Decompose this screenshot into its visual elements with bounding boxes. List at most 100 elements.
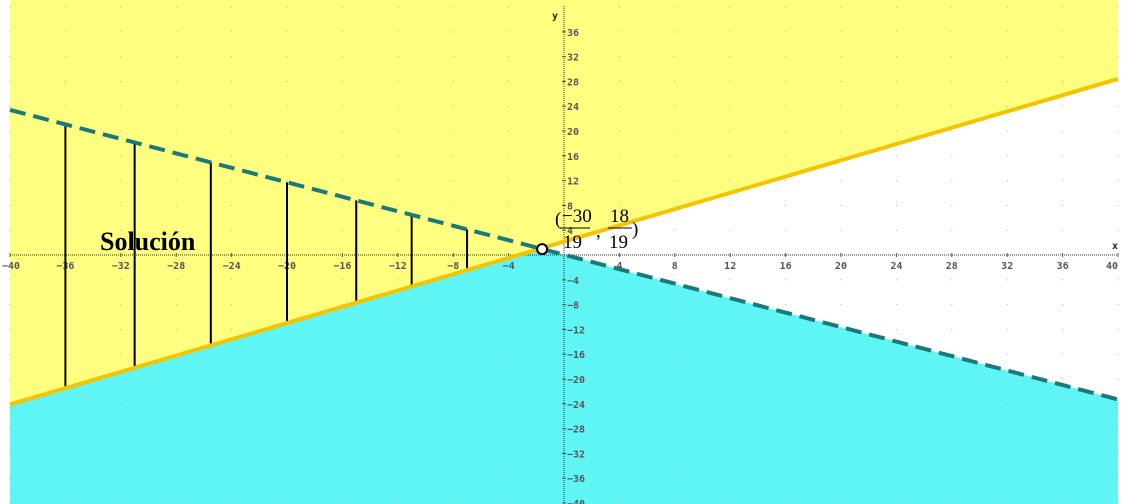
grid-dot	[951, 477, 953, 479]
grid-dot	[1062, 304, 1064, 306]
grid-dot	[895, 6, 897, 8]
grid-dot	[452, 353, 454, 355]
x-tick-label: −28	[167, 261, 185, 272]
grid-dot	[231, 353, 233, 355]
grid-dot	[231, 56, 233, 58]
point-label-y-numerator: 18	[610, 206, 629, 227]
grid-dot	[397, 452, 399, 454]
grid-dot	[175, 304, 177, 306]
intersection-point-label: ( −30 19 , 18 19 )	[555, 206, 638, 253]
grid-dot	[508, 155, 510, 157]
grid-dot	[618, 204, 620, 206]
grid-dot	[397, 31, 399, 33]
grid-dot	[785, 279, 787, 281]
grid-dot	[286, 477, 288, 479]
grid-dot	[120, 428, 122, 430]
grid-dot	[1062, 328, 1064, 330]
grid-dot	[840, 31, 842, 33]
grid-dot	[175, 428, 177, 430]
x-tick-label: 20	[835, 261, 847, 272]
grid-dot	[508, 80, 510, 82]
grid-dot	[1062, 80, 1064, 82]
grid-dot	[452, 304, 454, 306]
grid-dot	[840, 130, 842, 132]
x-tick-label: −8	[447, 261, 459, 272]
grid-dot	[341, 130, 343, 132]
grid-dot	[175, 105, 177, 107]
grid-dot	[840, 304, 842, 306]
grid-dot	[120, 6, 122, 8]
grid-dot	[175, 279, 177, 281]
grid-dot	[895, 204, 897, 206]
grid-dot	[286, 353, 288, 355]
grid-dot	[840, 452, 842, 454]
grid-dot	[785, 328, 787, 330]
y-tick-label: 8	[567, 201, 573, 212]
grid-dot	[1117, 378, 1119, 380]
grid-dot	[1006, 6, 1008, 8]
grid-dot	[729, 378, 731, 380]
grid-dot	[231, 403, 233, 405]
grid-dot	[231, 180, 233, 182]
grid-dot	[1117, 353, 1119, 355]
grid-dot	[618, 428, 620, 430]
grid-dot	[286, 6, 288, 8]
grid-dot	[674, 452, 676, 454]
grid-dot	[397, 105, 399, 107]
grid-dot	[785, 130, 787, 132]
grid-dot	[785, 452, 787, 454]
grid-dot	[729, 180, 731, 182]
grid-dot	[951, 105, 953, 107]
grid-dot	[618, 279, 620, 281]
grid-dot	[1062, 155, 1064, 157]
grid-dot	[895, 378, 897, 380]
grid-dot	[785, 31, 787, 33]
grid-dot	[840, 279, 842, 281]
grid-dot	[895, 130, 897, 132]
grid-dot	[452, 56, 454, 58]
grid-dot	[64, 6, 66, 8]
grid-dot	[286, 378, 288, 380]
grid-dot	[674, 204, 676, 206]
grid-dot	[508, 204, 510, 206]
grid-dot	[785, 403, 787, 405]
grid-dot	[618, 180, 620, 182]
grid-dot	[9, 428, 11, 430]
grid-dot	[64, 105, 66, 107]
grid-dot	[674, 428, 676, 430]
grid-dot	[508, 6, 510, 8]
grid-dot	[674, 403, 676, 405]
grid-dot	[674, 502, 676, 504]
grid-dot	[1062, 180, 1064, 182]
grid-dot	[674, 180, 676, 182]
grid-dot	[1006, 279, 1008, 281]
grid-dot	[1117, 452, 1119, 454]
x-tick-label: −24	[223, 261, 241, 272]
grid-dot	[674, 229, 676, 231]
grid-dot	[120, 105, 122, 107]
y-tick-label: −20	[567, 375, 585, 386]
x-tick-label: 40	[1106, 261, 1118, 272]
grid-dot	[1117, 502, 1119, 504]
grid-dot	[508, 56, 510, 58]
grid-dot	[1062, 31, 1064, 33]
grid-dot	[674, 155, 676, 157]
grid-dot	[64, 403, 66, 405]
grid-dot	[120, 353, 122, 355]
grid-dot	[9, 56, 11, 58]
grid-dot	[286, 502, 288, 504]
grid-dot	[1006, 31, 1008, 33]
grid-dot	[618, 6, 620, 8]
grid-dot	[895, 80, 897, 82]
grid-dot	[120, 180, 122, 182]
grid-dot	[674, 56, 676, 58]
grid-dot	[1117, 130, 1119, 132]
grid-dot	[618, 56, 620, 58]
grid-dot	[286, 56, 288, 58]
grid-dot	[9, 378, 11, 380]
y-tick-label: −8	[567, 301, 579, 312]
grid-dot	[1117, 428, 1119, 430]
y-axis-label: y	[552, 11, 558, 22]
x-tick-label: 36	[1057, 261, 1069, 272]
grid-dot	[951, 180, 953, 182]
